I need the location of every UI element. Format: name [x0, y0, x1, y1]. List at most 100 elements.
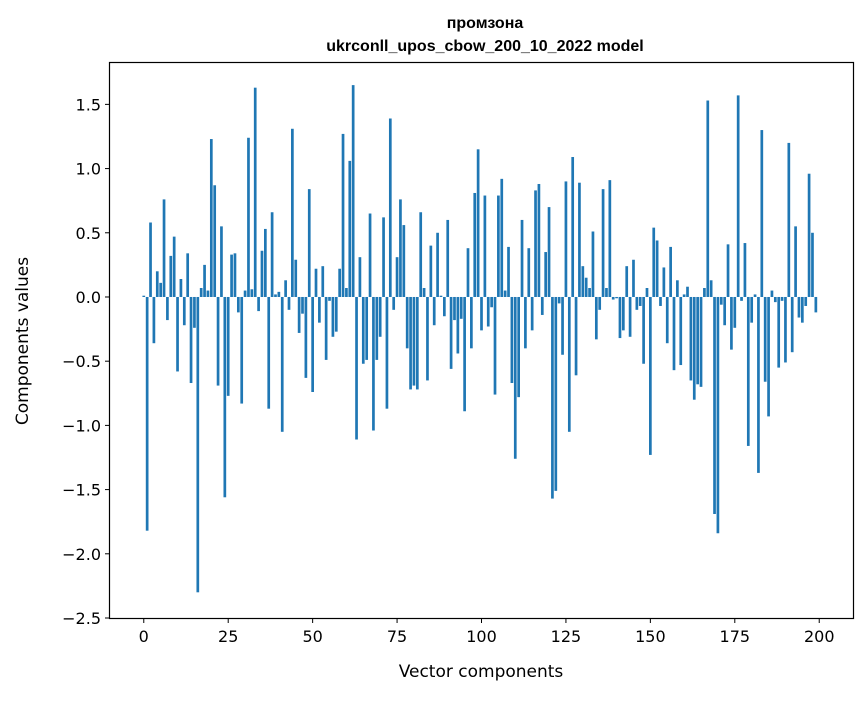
bar-4: [155, 271, 159, 297]
bar-182: [757, 296, 760, 473]
bar-8: [169, 255, 173, 297]
bar-159: [679, 296, 683, 366]
bar-94: [459, 296, 463, 319]
bar-196: [804, 296, 808, 306]
bar-62: [351, 85, 355, 297]
bar-142: [621, 296, 625, 331]
y-ticks-group: −2.5 −2.0 −1.5 −1.0 −0.5 0.0 0.5 1.0 1.5: [62, 95, 110, 628]
bar-138: [608, 180, 612, 297]
bar-39: [274, 294, 277, 297]
bar-165: [699, 296, 703, 387]
bar-31: [247, 137, 250, 297]
bar-42: [284, 280, 287, 297]
bar-88: [439, 295, 443, 297]
x-tick-label: 175: [720, 627, 751, 646]
bar-35: [260, 250, 264, 297]
bar-78: [405, 296, 409, 349]
bar-122: [554, 296, 558, 491]
bar-161: [686, 286, 689, 297]
bar-185: [767, 296, 770, 417]
bar-95: [463, 296, 466, 412]
bar-55: [328, 296, 331, 301]
bar-188: [777, 296, 781, 368]
plot-frame: [108, 61, 855, 620]
bar-6: [162, 199, 166, 297]
bar-149: [645, 288, 649, 297]
bar-56: [331, 296, 335, 337]
bar-171: [719, 296, 723, 305]
bar-77: [402, 225, 406, 297]
bar-160: [682, 294, 686, 297]
bar-13: [186, 253, 190, 297]
bar-104: [493, 296, 497, 395]
bar-45: [294, 259, 298, 297]
bar-151: [652, 227, 656, 297]
bar-83: [422, 288, 426, 297]
bar-58: [338, 268, 341, 297]
bar-175: [733, 296, 737, 328]
bar-63: [355, 296, 358, 440]
bar-48: [304, 296, 308, 378]
bar-98: [473, 192, 477, 297]
bar-121: [551, 296, 554, 499]
bar-174: [730, 296, 733, 350]
x-axis-label: Vector components: [399, 662, 564, 682]
bar-116: [534, 190, 537, 297]
bar-37: [267, 296, 271, 409]
bar-66: [365, 296, 369, 360]
bar-199: [814, 296, 818, 313]
bar-51: [314, 268, 318, 297]
bar-84: [426, 296, 429, 381]
bar-61: [348, 160, 352, 297]
bar-173: [726, 244, 730, 297]
bar-7: [166, 296, 169, 321]
bar-168: [709, 280, 713, 297]
bar-111: [517, 296, 520, 398]
bar-108: [507, 246, 510, 297]
bar-41: [280, 296, 284, 432]
bar-64: [358, 257, 362, 297]
bar-50: [311, 296, 314, 392]
bar-140: [615, 296, 618, 299]
bar-26: [230, 254, 233, 297]
bar-189: [780, 296, 784, 301]
bar-166: [703, 288, 706, 297]
bar-44: [291, 128, 294, 297]
bar-97: [470, 296, 473, 349]
bar-86: [432, 296, 436, 326]
bar-24: [223, 296, 227, 498]
bar-170: [716, 296, 720, 534]
bar-184: [763, 296, 767, 382]
bar-12: [182, 296, 186, 326]
y-tick-label: 0.0: [76, 288, 101, 307]
bar-1: [145, 296, 149, 531]
bar-157: [672, 296, 676, 371]
bar-172: [723, 296, 727, 326]
bar-150: [649, 296, 652, 455]
y-tick-label: −1.5: [62, 481, 101, 500]
bar-91: [449, 296, 453, 369]
bar-118: [540, 296, 544, 315]
bar-10: [176, 296, 179, 372]
bar-59: [341, 133, 345, 297]
bar-76: [399, 199, 402, 297]
bar-164: [696, 296, 699, 385]
bar-74: [392, 296, 396, 310]
bar-131: [584, 277, 588, 297]
bar-89: [443, 296, 446, 317]
bar-72: [385, 296, 389, 409]
bar-34: [257, 296, 260, 312]
bar-16: [196, 296, 200, 593]
bar-179: [746, 296, 750, 446]
bar-54: [324, 296, 328, 360]
bar-124: [561, 296, 564, 355]
bar-153: [659, 296, 662, 306]
bar-22: [216, 296, 220, 386]
bar-107: [503, 290, 507, 297]
bar-113: [524, 296, 527, 349]
bar-47: [301, 296, 304, 314]
bar-176: [736, 95, 740, 297]
y-axis-label: Components values: [13, 257, 33, 425]
bar-187: [773, 296, 777, 303]
